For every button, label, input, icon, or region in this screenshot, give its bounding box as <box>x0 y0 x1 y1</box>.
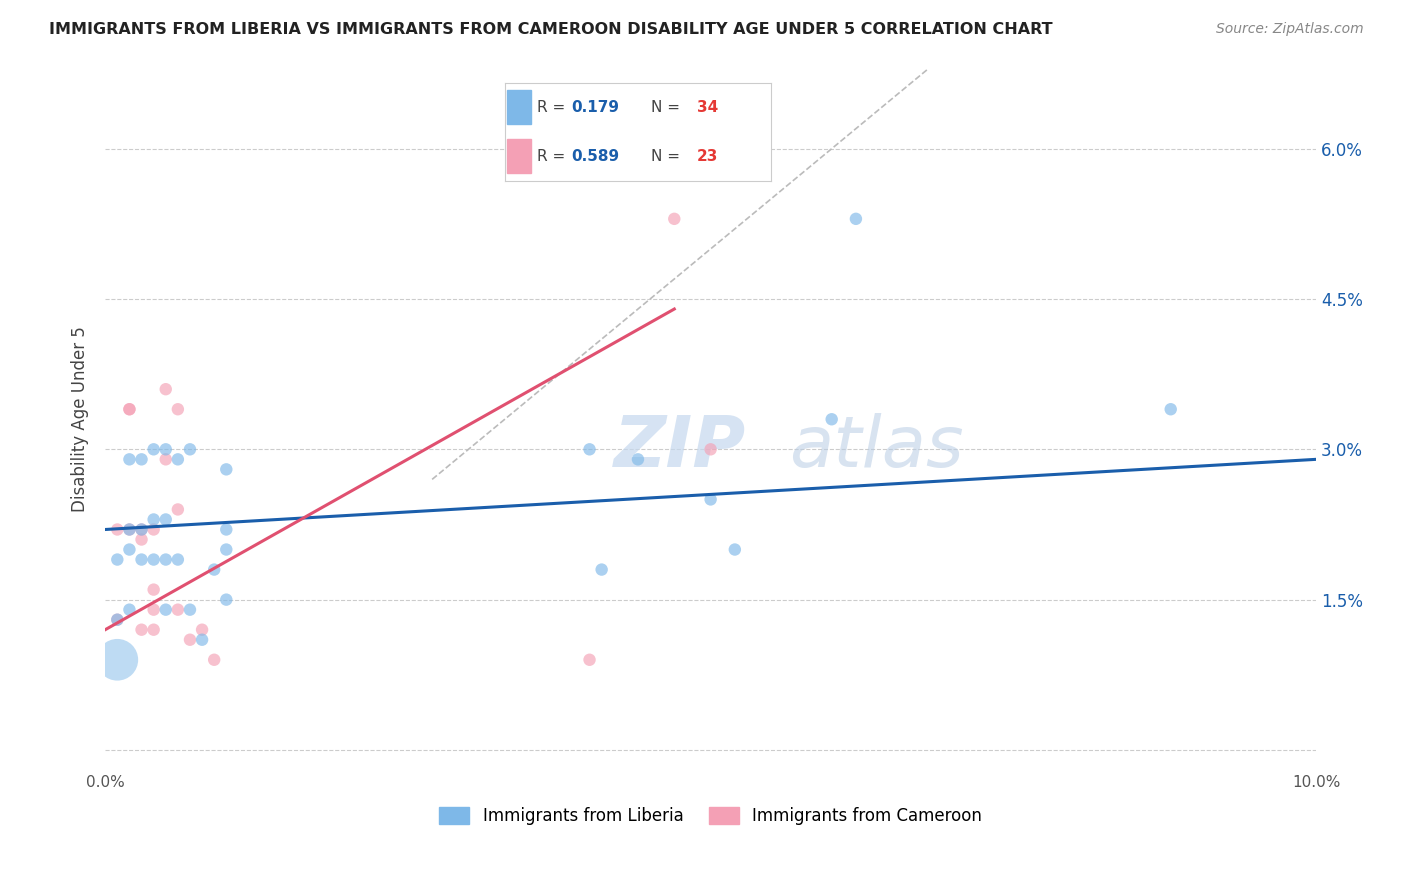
Text: Source: ZipAtlas.com: Source: ZipAtlas.com <box>1216 22 1364 37</box>
Point <box>699 492 721 507</box>
Point <box>167 552 190 566</box>
Text: IMMIGRANTS FROM LIBERIA VS IMMIGRANTS FROM CAMEROON DISABILITY AGE UNDER 5 CORRE: IMMIGRANTS FROM LIBERIA VS IMMIGRANTS FR… <box>49 22 1053 37</box>
Point <box>167 602 190 616</box>
Point <box>142 602 165 616</box>
Point <box>215 592 238 607</box>
Point <box>118 402 141 417</box>
Point <box>118 523 141 537</box>
Point <box>179 602 201 616</box>
Point <box>724 542 747 557</box>
Point <box>202 653 225 667</box>
Point <box>202 563 225 577</box>
Point <box>845 211 868 226</box>
Point <box>215 462 238 476</box>
Text: ZIP: ZIP <box>614 413 747 482</box>
Point <box>578 442 600 457</box>
Point <box>118 523 141 537</box>
Point <box>167 452 190 467</box>
Point <box>155 602 177 616</box>
Point <box>105 613 128 627</box>
Legend: Immigrants from Liberia, Immigrants from Cameroon: Immigrants from Liberia, Immigrants from… <box>440 806 981 825</box>
Point <box>627 452 650 467</box>
Point <box>191 632 214 647</box>
Point <box>118 452 141 467</box>
Point <box>179 632 201 647</box>
Point <box>131 533 153 547</box>
Point <box>1160 402 1182 417</box>
Point <box>105 552 128 566</box>
Point <box>155 442 177 457</box>
Point <box>578 653 600 667</box>
Point <box>118 602 141 616</box>
Point <box>215 523 238 537</box>
Point <box>131 623 153 637</box>
Point <box>131 523 153 537</box>
Point <box>155 552 177 566</box>
Point <box>664 211 686 226</box>
Point <box>142 523 165 537</box>
Point <box>142 442 165 457</box>
Point <box>131 523 153 537</box>
Point <box>591 563 613 577</box>
Point <box>118 542 141 557</box>
Point <box>155 512 177 526</box>
Point <box>167 402 190 417</box>
Text: atlas: atlas <box>789 413 965 482</box>
Point <box>179 442 201 457</box>
Y-axis label: Disability Age Under 5: Disability Age Under 5 <box>72 326 89 512</box>
Point <box>215 542 238 557</box>
Point <box>155 452 177 467</box>
Point <box>131 452 153 467</box>
Point <box>142 512 165 526</box>
Point <box>118 402 141 417</box>
Point <box>142 582 165 597</box>
Point <box>131 552 153 566</box>
Point <box>699 442 721 457</box>
Point <box>105 653 128 667</box>
Point <box>167 502 190 516</box>
Point <box>821 412 844 426</box>
Point <box>142 623 165 637</box>
Point <box>191 623 214 637</box>
Point <box>142 552 165 566</box>
Point <box>105 523 128 537</box>
Point <box>105 613 128 627</box>
Point <box>155 382 177 396</box>
